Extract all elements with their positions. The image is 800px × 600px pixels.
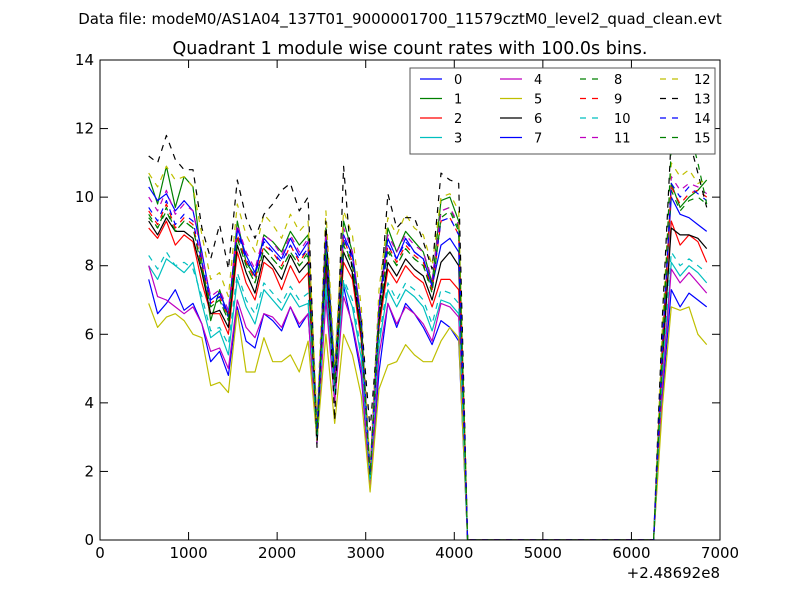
legend-label-10: 10: [614, 112, 631, 127]
y-tick-label: 14: [75, 51, 94, 69]
series-line-6: [148, 217, 708, 540]
legend-label-14: 14: [694, 112, 711, 127]
x-tick-label: 3000: [347, 544, 385, 562]
series-line-14: [148, 182, 708, 540]
series-line-7: [148, 186, 708, 540]
legend-label-2: 2: [454, 112, 462, 127]
data-file-suptitle: Data file: modeM0/AS1A04_137T01_90000017…: [78, 10, 722, 29]
legend-label-4: 4: [534, 73, 542, 88]
series-line-9: [148, 186, 708, 540]
x-tick-label: 5000: [524, 544, 562, 562]
legend-box: [409, 67, 716, 155]
y-tick-label: 0: [84, 531, 94, 549]
x-tick-label: 0: [95, 544, 105, 562]
legend-label-0: 0: [454, 73, 462, 88]
legend-label-9: 9: [614, 93, 622, 108]
series-line-5: [148, 303, 708, 540]
legend-label-13: 13: [694, 93, 711, 108]
series-line-3: [148, 258, 708, 540]
y-tick-label: 10: [75, 188, 94, 206]
series-line-13: [148, 124, 708, 540]
series-line-15: [148, 128, 708, 540]
y-tick-label: 12: [75, 120, 94, 138]
plot-frame: [99, 59, 721, 541]
series-layer: [148, 124, 708, 540]
legend-label-3: 3: [454, 132, 462, 147]
legend-label-7: 7: [534, 132, 542, 147]
legend-label-6: 6: [534, 112, 542, 127]
x-tick-label: 6000: [612, 544, 650, 562]
legend-label-8: 8: [614, 73, 622, 88]
legend-label-5: 5: [534, 93, 542, 108]
x-tick-label: 2000: [258, 544, 296, 562]
y-tick-label: 2: [84, 462, 94, 480]
series-line-12: [148, 162, 707, 540]
legend-label-11: 11: [614, 132, 631, 147]
chart-title: Quadrant 1 module wise count rates with …: [173, 39, 648, 59]
series-line-2: [148, 220, 708, 540]
x-tick-label: 4000: [435, 544, 473, 562]
x-tick-label: 7000: [701, 544, 739, 562]
legend-label-12: 12: [694, 73, 711, 88]
series-line-4: [148, 265, 708, 540]
y-tick-label: 6: [84, 325, 94, 343]
legend-label-15: 15: [694, 132, 711, 147]
series-line-10: [148, 251, 708, 540]
y-tick-label: 4: [84, 394, 94, 412]
series-line-0: [148, 272, 708, 540]
x-tick-label: 1000: [169, 544, 207, 562]
series-line-8: [148, 189, 708, 540]
x-offset-label: +2.48692e8: [627, 564, 720, 582]
y-tick-label: 8: [84, 257, 94, 275]
legend-label-1: 1: [454, 93, 462, 108]
